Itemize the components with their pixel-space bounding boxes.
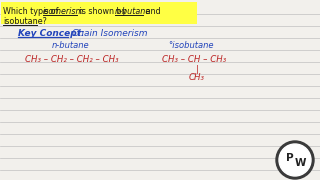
Text: n-butane: n-butane (52, 42, 90, 51)
Text: isomerism: isomerism (43, 8, 84, 17)
Circle shape (276, 141, 314, 179)
Text: Chain Isomerism: Chain Isomerism (72, 30, 148, 39)
Text: and: and (143, 8, 161, 17)
Text: CH₃ – CH – CH₃: CH₃ – CH – CH₃ (162, 55, 226, 64)
Text: Key Concept:: Key Concept: (18, 30, 84, 39)
Text: is shown by: is shown by (77, 8, 129, 17)
Text: Which type of: Which type of (3, 8, 61, 17)
Text: isobutane?: isobutane? (3, 17, 47, 26)
Text: CH₃ – CH₂ – CH₂ – CH₃: CH₃ – CH₂ – CH₂ – CH₃ (25, 55, 119, 64)
Circle shape (279, 144, 311, 176)
Text: °isobutane: °isobutane (168, 42, 213, 51)
Text: W: W (294, 158, 306, 168)
FancyBboxPatch shape (1, 2, 197, 24)
Text: P: P (286, 153, 294, 163)
Text: n-butane: n-butane (115, 8, 151, 17)
Text: |: | (196, 64, 199, 73)
Text: CH₃: CH₃ (189, 73, 205, 82)
